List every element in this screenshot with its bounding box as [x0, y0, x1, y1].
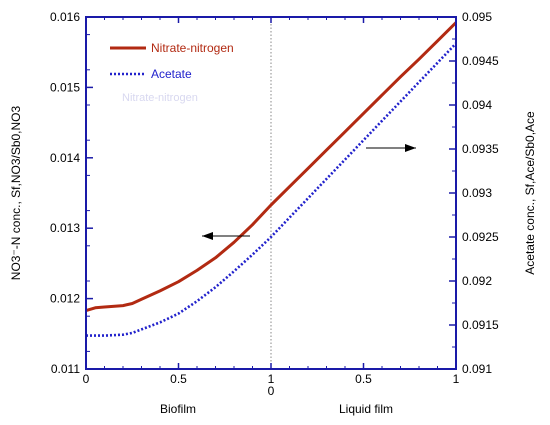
- series-layer: [85, 21, 458, 337]
- x-tick-label: 0: [83, 372, 90, 386]
- x-tick-label: 0: [268, 384, 275, 398]
- left-axis-arrow: [202, 232, 250, 240]
- right-axis-arrow: [366, 144, 416, 152]
- y-right-tick-label: 0.094: [462, 98, 492, 112]
- y-right-tick-label: 0.0925: [462, 230, 499, 244]
- x-axis-label-biofilm: Biofilm: [160, 402, 196, 416]
- right-axis-arrow-head: [405, 144, 416, 152]
- series-line-nitrate-nitrogen: [85, 21, 458, 313]
- series-line-acetate: [86, 42, 457, 337]
- y-right-tick-label: 0.0915: [462, 318, 499, 332]
- tick-layer: 0 0.5 100.5 10.0110.0120.0130.0140.0150.016…: [50, 10, 499, 398]
- axis-labels: Biofilm Liquid film NO3⁻-N conc., Sf,NO3/S…: [9, 105, 537, 416]
- y-right-tick-label: 0.095: [462, 10, 492, 24]
- y-right-tick-label: 0.093: [462, 186, 492, 200]
- x-tick-label: 0.5: [170, 372, 187, 386]
- y-axis-label-left: NO3⁻-N conc., Sf,NO3/Sb0,NO3: [9, 105, 23, 280]
- x-tick-label: 1: [268, 372, 275, 386]
- ghost-legend-text: Nitrate-nitrogen: [122, 92, 198, 104]
- y-left-tick-label: 0.016: [50, 10, 80, 24]
- legend-label-acetate: Acetate: [151, 67, 192, 81]
- y-right-tick-label: 0.0945: [462, 54, 499, 68]
- y-left-tick-label: 0.013: [50, 221, 80, 235]
- arrow-layer: [202, 144, 416, 240]
- legend: Nitrate-nitrogen Acetate: [110, 41, 234, 81]
- y-axis-label-right: Acetate conc., Sf,Ace/Sb0,Ace: [523, 111, 537, 275]
- y-right-tick-label: 0.0935: [462, 142, 499, 156]
- legend-label-nitrate: Nitrate-nitrogen: [151, 41, 234, 55]
- x-axis-label-liquid-film: Liquid film: [339, 402, 393, 416]
- ghost-legend-layer: Nitrate-nitrogen: [122, 92, 198, 104]
- x-tick-label: 0.5: [355, 372, 372, 386]
- left-axis-arrow-head: [202, 232, 213, 240]
- y-left-tick-label: 0.011: [51, 362, 80, 376]
- x-tick-label: 1: [453, 372, 460, 386]
- y-right-tick-label: 0.092: [462, 274, 492, 288]
- y-left-tick-label: 0.012: [50, 292, 80, 306]
- y-right-tick-label: 0.091: [462, 362, 492, 376]
- y-left-tick-label: 0.014: [50, 151, 80, 165]
- y-left-tick-label: 0.015: [50, 80, 80, 94]
